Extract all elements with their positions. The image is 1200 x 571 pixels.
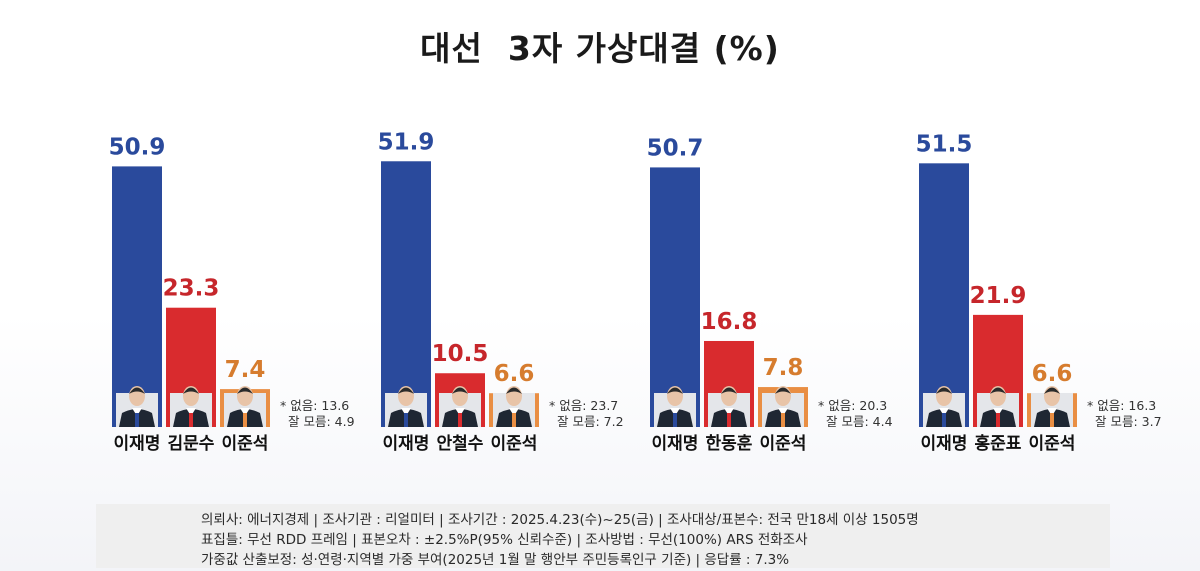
note-text: * 없음: 20.3 <box>818 398 887 413</box>
tie-icon <box>404 413 408 427</box>
matchup-group-2: 51.9 이재명 10.5 안철수 6.6 이준석 * 없음: 23.7잘 모름: 7.2 <box>378 129 624 454</box>
collar-icon <box>240 408 250 416</box>
candidate-name: 이재명 <box>383 434 430 454</box>
note-text: 잘 모름: 4.9 <box>288 414 355 429</box>
tie-icon <box>512 413 516 427</box>
collar-icon <box>401 408 411 416</box>
value-label: 10.5 <box>432 341 489 367</box>
bar-1 <box>112 166 162 427</box>
candidate-portrait-icon <box>923 386 965 427</box>
note-text: * 없음: 16.3 <box>1087 398 1156 413</box>
candidate-name: 김문수 <box>168 434 215 454</box>
candidate-portrait-icon <box>439 386 481 427</box>
note-text: 잘 모름: 7.2 <box>557 414 624 429</box>
bar-1 <box>919 163 969 427</box>
note-text: 잘 모름: 3.7 <box>1095 414 1162 429</box>
tie-icon <box>781 413 785 427</box>
survey-info-line-1: 의뢰사: 에너지경제 | 조사기관 : 리얼미터 | 조사기간 : 2025.4… <box>201 512 919 528</box>
candidate-name: 홍준표 <box>975 433 1022 454</box>
tie-icon <box>942 413 946 427</box>
chart-title: 대선 3자 가상대결 (%) <box>420 29 780 68</box>
collar-icon <box>186 408 196 416</box>
value-label: 7.4 <box>225 357 266 383</box>
candidate-portrait-icon <box>977 386 1019 427</box>
collar-icon <box>939 408 949 416</box>
candidate-portrait-icon <box>493 386 535 427</box>
note-text: * 없음: 23.7 <box>549 398 618 413</box>
survey-info-box: 의뢰사: 에너지경제 | 조사기관 : 리얼미터 | 조사기간 : 2025.4… <box>96 504 1110 568</box>
candidate-portrait-icon <box>708 386 750 427</box>
bar-1 <box>381 161 431 427</box>
collar-icon <box>993 408 1003 416</box>
candidate-name: 이준석 <box>760 434 807 454</box>
note-text: * 없음: 13.6 <box>280 398 349 413</box>
hair-icon <box>506 387 522 394</box>
note-text: 잘 모름: 4.4 <box>826 414 893 429</box>
candidate-portrait-icon <box>224 386 266 427</box>
candidate-portrait-icon <box>1031 386 1073 427</box>
value-label: 6.6 <box>1032 361 1073 387</box>
value-label: 51.5 <box>916 131 973 157</box>
tie-icon <box>996 413 1000 427</box>
matchup-group-4: 51.5 이재명 21.9 홍준표 6.6 이준석 * 없음: 16.3잘 모름: 3.7 <box>916 131 1162 454</box>
candidate-name: 이준석 <box>491 434 538 454</box>
hair-icon <box>1044 387 1060 394</box>
hair-icon <box>721 387 737 394</box>
hair-icon <box>237 387 253 394</box>
candidate-name: 안철수 <box>437 434 484 454</box>
tie-icon <box>458 413 462 427</box>
survey-info-line-2: 표집틀: 무선 RDD 프레임 | 표본오차 : ±2.5%P(95% 신뢰수준… <box>201 532 808 548</box>
candidate-portrait-icon <box>170 386 212 427</box>
tie-icon <box>1050 413 1054 427</box>
hair-icon <box>936 387 952 394</box>
survey-info-line-3: 가중값 산출보정: 성·연령·지역별 가중 부여(2025년 1월 말 행안부 … <box>201 552 790 568</box>
value-label: 6.6 <box>494 361 535 387</box>
value-label: 16.8 <box>701 309 758 335</box>
value-label: 51.9 <box>378 129 435 155</box>
hair-icon <box>667 387 683 394</box>
hair-icon <box>775 387 791 394</box>
collar-icon <box>509 408 519 416</box>
hair-icon <box>990 387 1006 394</box>
candidate-name: 이재명 <box>921 434 968 454</box>
collar-icon <box>132 408 142 416</box>
candidate-name: 이준석 <box>222 434 269 454</box>
candidate-portrait-icon <box>654 386 696 427</box>
collar-icon <box>778 408 788 416</box>
candidate-name: 한동훈 <box>706 433 753 454</box>
value-label: 21.9 <box>970 283 1027 309</box>
hair-icon <box>398 387 414 394</box>
collar-icon <box>670 408 680 416</box>
value-label: 7.8 <box>763 355 804 381</box>
candidate-name: 이재명 <box>652 434 699 454</box>
matchup-group-3: 50.7 이재명 16.8 한동훈 7.8 이준석 * 없음: 20.3잘 모름: 4.4 <box>647 135 893 454</box>
tie-icon <box>135 413 139 427</box>
collar-icon <box>724 408 734 416</box>
candidate-portrait-icon <box>116 386 158 427</box>
tie-icon <box>673 413 677 427</box>
candidate-portrait-icon <box>762 386 804 427</box>
value-label: 50.9 <box>109 134 166 160</box>
value-label: 50.7 <box>647 135 704 161</box>
candidate-name: 이재명 <box>114 434 161 454</box>
candidate-name: 이준석 <box>1029 434 1076 454</box>
tie-icon <box>727 413 731 427</box>
collar-icon <box>455 408 465 416</box>
matchup-group-1: 50.9 이재명 23.3 김문수 7.4 이준석 * 없음: 13.6잘 모름: 4.9 <box>109 134 355 454</box>
candidate-portrait-icon <box>385 386 427 427</box>
bar-1 <box>650 167 700 427</box>
collar-icon <box>1047 408 1057 416</box>
tie-icon <box>189 413 193 427</box>
hair-icon <box>183 387 199 394</box>
value-label: 23.3 <box>163 276 220 302</box>
hair-icon <box>129 387 145 394</box>
tie-icon <box>243 413 247 427</box>
hair-icon <box>452 387 468 394</box>
